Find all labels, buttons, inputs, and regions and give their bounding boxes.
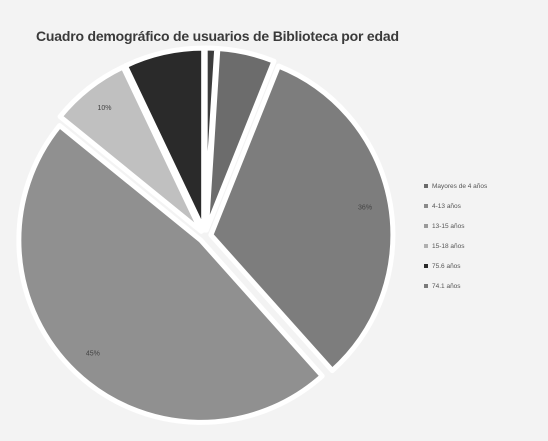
legend-item-3: 15-18 años (424, 236, 487, 256)
pie-slice-4 (57, 64, 204, 234)
legend-label: 13-15 años (432, 222, 465, 230)
legend-label: Mayores de 4 años (432, 182, 488, 190)
legend-swatch (424, 224, 428, 228)
legend-swatch (424, 264, 428, 268)
pie-slice-2 (208, 63, 396, 374)
pie-slice-1 (203, 46, 277, 233)
legend-item-1: 4-13 años (424, 196, 487, 216)
chart-title: Cuadro demográfico de usuarios de Biblio… (36, 28, 399, 44)
data-label-4: 10% (98, 105, 112, 112)
legend-swatch (424, 204, 428, 208)
legend: Mayores de 4 años 4-13 años 13-15 años 15-1… (424, 176, 487, 296)
pie-slice-3 (16, 123, 325, 425)
legend-item-5: 74.1 años (424, 276, 487, 296)
legend-item-4: 75.6 años (424, 256, 487, 276)
legend-label: 75.6 años (432, 262, 461, 270)
legend-swatch (424, 244, 428, 248)
legend-label: 74.1 años (432, 282, 461, 290)
legend-swatch (424, 184, 428, 188)
legend-swatch (424, 284, 428, 288)
pie-slice-5 (122, 45, 207, 233)
legend-item-2: 13-15 años (424, 216, 487, 236)
legend-label: 15-18 años (432, 242, 465, 250)
legend-item-0: Mayores de 4 años (424, 176, 487, 196)
data-label-3: 45% (86, 350, 100, 357)
data-label-2: 36% (358, 205, 372, 212)
legend-label: 4-13 años (432, 202, 461, 210)
